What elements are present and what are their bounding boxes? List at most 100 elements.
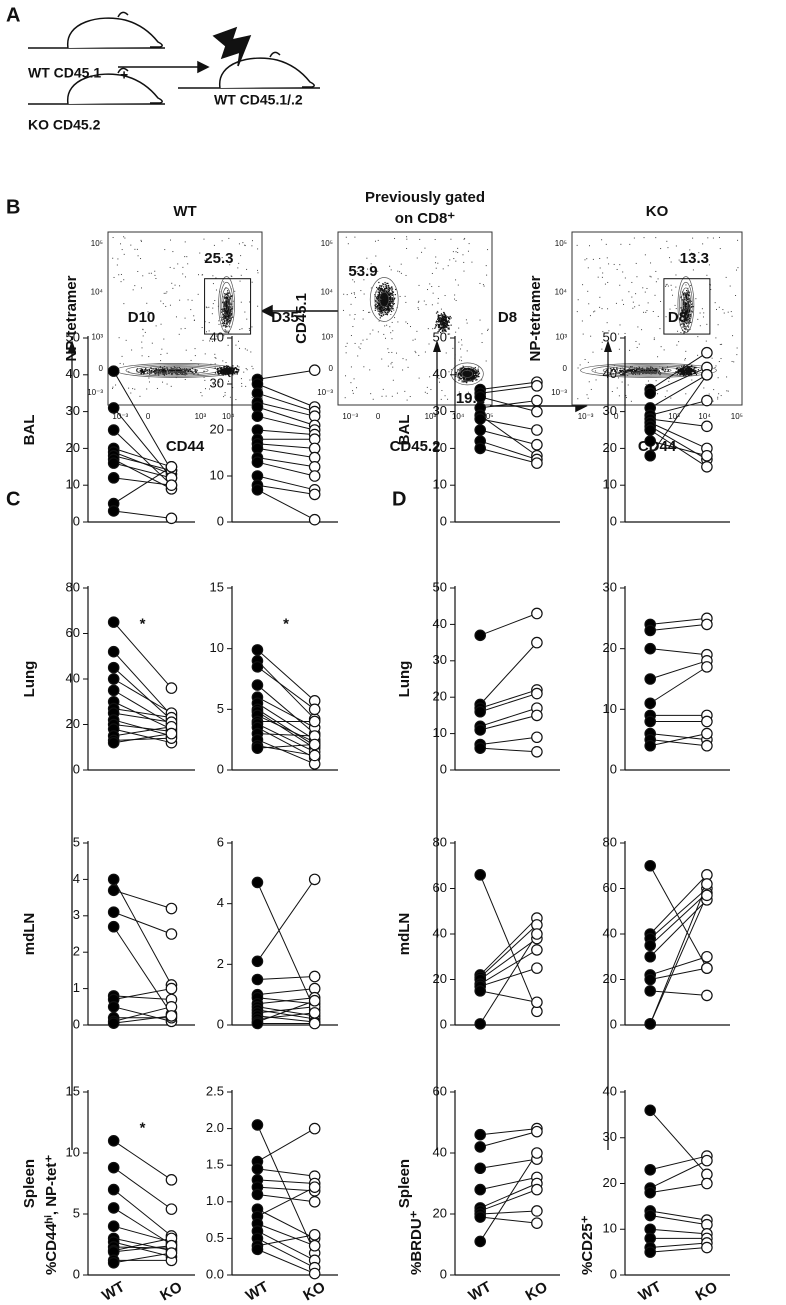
event-dot — [181, 328, 182, 329]
event-dot — [577, 398, 578, 399]
event-dot — [253, 368, 254, 369]
event-dot — [236, 369, 237, 370]
event-dot — [229, 367, 230, 368]
event-dot — [406, 239, 407, 240]
event-dot — [441, 313, 442, 314]
event-dot — [633, 302, 634, 303]
event-dot — [198, 294, 199, 295]
event-dot — [595, 370, 596, 371]
data-point — [166, 983, 176, 993]
event-dot — [486, 265, 487, 266]
event-dot — [607, 282, 608, 283]
event-dot — [195, 355, 196, 356]
event-dot — [391, 352, 392, 353]
y-tick-label: 30 — [603, 1129, 617, 1144]
event-dot — [139, 396, 140, 397]
pair-line — [480, 991, 537, 1002]
event-dot — [172, 251, 173, 252]
y-tick-label: 2.0 — [206, 1120, 224, 1135]
event-dot — [677, 331, 678, 332]
event-dot — [480, 320, 481, 321]
x-tick-label: KO — [523, 1278, 551, 1304]
pair-line — [257, 444, 314, 449]
event-dot — [685, 284, 686, 285]
data-point — [166, 1011, 176, 1021]
event-dot — [386, 288, 387, 289]
event-dot — [429, 283, 430, 284]
event-dot — [455, 279, 456, 280]
data-point — [309, 1241, 319, 1251]
pair-line — [480, 1190, 537, 1211]
flow-y-tick-label: 0 — [99, 364, 104, 373]
flow-plot — [572, 232, 742, 405]
event-dot — [118, 274, 119, 275]
y-tick-label: 0.0 — [206, 1266, 224, 1281]
event-dot — [712, 358, 713, 359]
event-dot — [466, 382, 467, 383]
event-dot — [214, 245, 215, 246]
event-dot — [163, 339, 164, 340]
event-dot — [154, 275, 155, 276]
event-dot — [235, 345, 236, 346]
data-point — [702, 963, 712, 973]
event-dot — [426, 304, 427, 305]
pair-line — [114, 1253, 172, 1263]
y-tick-label: 0.5 — [206, 1230, 224, 1245]
event-dot — [226, 297, 227, 298]
event-dot — [626, 397, 627, 398]
event-dot — [395, 294, 396, 295]
event-dot — [441, 318, 442, 319]
event-dot — [346, 352, 347, 353]
event-dot — [410, 396, 411, 397]
event-dot — [718, 393, 719, 394]
pair-line — [257, 976, 314, 979]
y-tick-label: 30 — [603, 579, 617, 594]
event-dot — [467, 323, 468, 324]
event-dot — [162, 382, 163, 383]
event-dot — [481, 333, 482, 334]
event-dot — [249, 330, 250, 331]
pair-line — [650, 661, 707, 679]
event-dot — [224, 373, 225, 374]
event-dot — [228, 345, 229, 346]
event-dot — [226, 304, 227, 305]
y-tick-label: 0 — [610, 1016, 617, 1031]
event-dot — [686, 290, 687, 291]
event-dot — [594, 311, 595, 312]
event-dot — [648, 380, 649, 381]
event-dot — [229, 320, 230, 321]
pair-line — [650, 1248, 707, 1253]
event-dot — [345, 346, 346, 347]
event-dot — [391, 301, 392, 302]
column-title: D8 — [668, 309, 687, 326]
data-point — [108, 874, 118, 884]
data-point — [475, 707, 485, 717]
event-dot — [671, 290, 672, 291]
y-tick-label: 2 — [217, 956, 224, 971]
data-point — [645, 436, 655, 446]
event-dot — [479, 283, 480, 284]
event-dot — [222, 240, 223, 241]
event-dot — [148, 356, 149, 357]
event-dot — [142, 355, 143, 356]
event-dot — [693, 269, 694, 270]
event-dot — [382, 290, 383, 291]
event-dot — [435, 256, 436, 257]
event-dot — [655, 295, 656, 296]
event-dot — [427, 289, 428, 290]
event-dot — [174, 268, 175, 269]
event-dot — [410, 326, 411, 327]
event-dot — [618, 377, 619, 378]
event-dot — [441, 316, 442, 317]
event-dot — [577, 245, 578, 246]
event-dot — [472, 381, 473, 382]
event-dot — [354, 237, 355, 238]
event-dot — [151, 370, 152, 371]
event-dot — [234, 291, 235, 292]
event-dot — [176, 316, 177, 317]
event-dot — [247, 369, 248, 370]
event-dot — [456, 251, 457, 252]
y-tick-label: 0 — [440, 1016, 447, 1031]
data-point — [532, 637, 542, 647]
flow-y-tick-label: 10⁻³ — [551, 388, 567, 397]
